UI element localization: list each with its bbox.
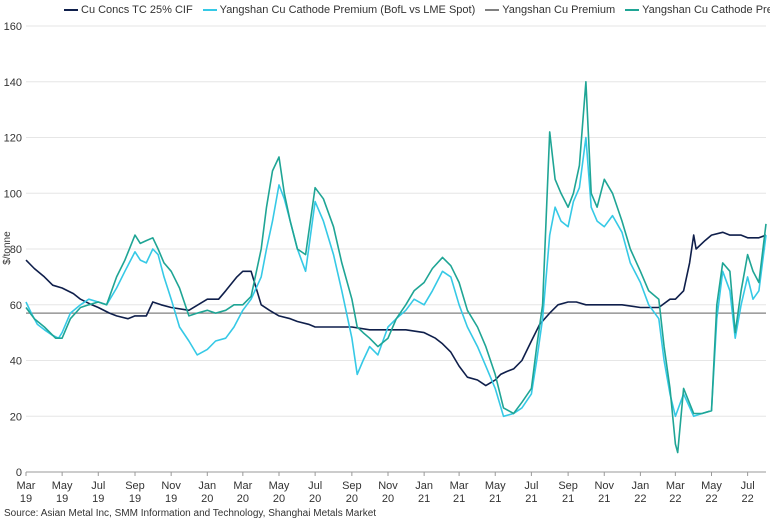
x-tick-year-label: 21 <box>562 493 574 505</box>
x-tick-month-label: Mar <box>17 480 36 492</box>
x-tick-year-label: 22 <box>634 493 646 505</box>
y-tick-label: 140 <box>4 77 22 89</box>
series-line-4 <box>25 81 767 454</box>
y-tick-label: 80 <box>10 244 22 256</box>
x-tick-year-label: 22 <box>742 493 754 505</box>
legend-item-1: Cu Concs TC 25% CIF <box>64 4 193 16</box>
x-tick-month-label: May <box>269 480 290 492</box>
x-tick-month-label: Jul <box>308 480 322 492</box>
legend-label: Yangshan Cu Cathode Premium <box>642 4 770 16</box>
y-tick-label: 20 <box>10 411 22 423</box>
x-tick-year-label: 19 <box>92 493 104 505</box>
legend-swatch <box>625 9 640 11</box>
x-tick-month-label: Mar <box>233 480 252 492</box>
x-tick-year-label: 21 <box>598 493 610 505</box>
y-tick-label: 0 <box>16 467 22 479</box>
y-axis-label: $/tonne <box>2 231 13 265</box>
series-line-2 <box>25 136 767 418</box>
x-tick-month-label: May <box>701 480 722 492</box>
x-tick-month-label: Nov <box>594 480 614 492</box>
x-tick-month-label: Mar <box>450 480 469 492</box>
x-tick-month-label: Jan <box>198 480 216 492</box>
legend-item-2: Yangshan Cu Cathode Premium (BofL vs LME… <box>202 4 476 16</box>
x-tick-year-label: 20 <box>201 493 213 505</box>
x-tick-month-label: Sep <box>125 480 145 492</box>
x-tick-year-label: 19 <box>165 493 177 505</box>
x-tick-month-label: Jan <box>632 480 650 492</box>
x-tick-month-label: May <box>52 480 73 492</box>
x-tick-year-label: 19 <box>56 493 68 505</box>
x-tick-year-label: 21 <box>453 493 465 505</box>
x-tick-month-label: Mar <box>666 480 685 492</box>
x-tick-year-label: 20 <box>309 493 321 505</box>
x-tick-year-label: 22 <box>669 493 681 505</box>
x-tick-month-label: Sep <box>558 480 578 492</box>
y-tick-label: 160 <box>4 21 22 33</box>
y-tick-label: 60 <box>10 300 22 312</box>
legend-label: Yangshan Cu Cathode Premium (BofL vs LME… <box>219 4 476 16</box>
series-layer <box>25 81 767 454</box>
x-tick-month-label: Nov <box>161 480 181 492</box>
legend-label: Yangshan Cu Premium <box>502 4 616 16</box>
x-tick-year-label: 19 <box>20 493 32 505</box>
x-tick-month-label: May <box>485 480 506 492</box>
x-tick-year-label: 22 <box>705 493 717 505</box>
x-tick-year-label: 21 <box>418 493 430 505</box>
x-tick-month-label: Jul <box>524 480 538 492</box>
x-tick-month-label: Jul <box>741 480 755 492</box>
legend-item-3: Yangshan Cu Premium <box>485 4 615 16</box>
x-tick-year-label: 20 <box>273 493 285 505</box>
y-tick-label: 120 <box>4 133 22 145</box>
x-tick-month-label: Jul <box>91 480 105 492</box>
legend-swatch <box>202 9 217 11</box>
legend: Cu Concs TC 25% CIF Yangshan Cu Cathode P… <box>64 4 770 16</box>
x-tick-year-label: 20 <box>237 493 249 505</box>
x-tick-year-label: 21 <box>525 493 537 505</box>
y-tick-label: 100 <box>4 188 22 200</box>
x-tick-year-label: 21 <box>489 493 501 505</box>
legend-label: Cu Concs TC 25% CIF <box>81 4 193 16</box>
y-tick-label: 40 <box>10 356 22 368</box>
x-tick-month-label: Jan <box>415 480 433 492</box>
x-tick-year-label: 20 <box>346 493 358 505</box>
x-tick-month-label: Nov <box>378 480 398 492</box>
x-tick-year-label: 19 <box>129 493 141 505</box>
grid-layer <box>26 25 766 417</box>
x-tick-year-label: 20 <box>382 493 394 505</box>
source-note: Source: Asian Metal Inc, SMM Information… <box>4 508 377 519</box>
legend-swatch <box>64 9 78 11</box>
x-tick-month-label: Sep <box>342 480 362 492</box>
legend-item-4: Yangshan Cu Cathode Premium <box>625 4 770 16</box>
axis-layer: 020406080100120140160Mar19May19Jul19Sep1… <box>4 21 766 505</box>
series-line-1 <box>25 231 767 387</box>
legend-swatch <box>485 9 500 11</box>
